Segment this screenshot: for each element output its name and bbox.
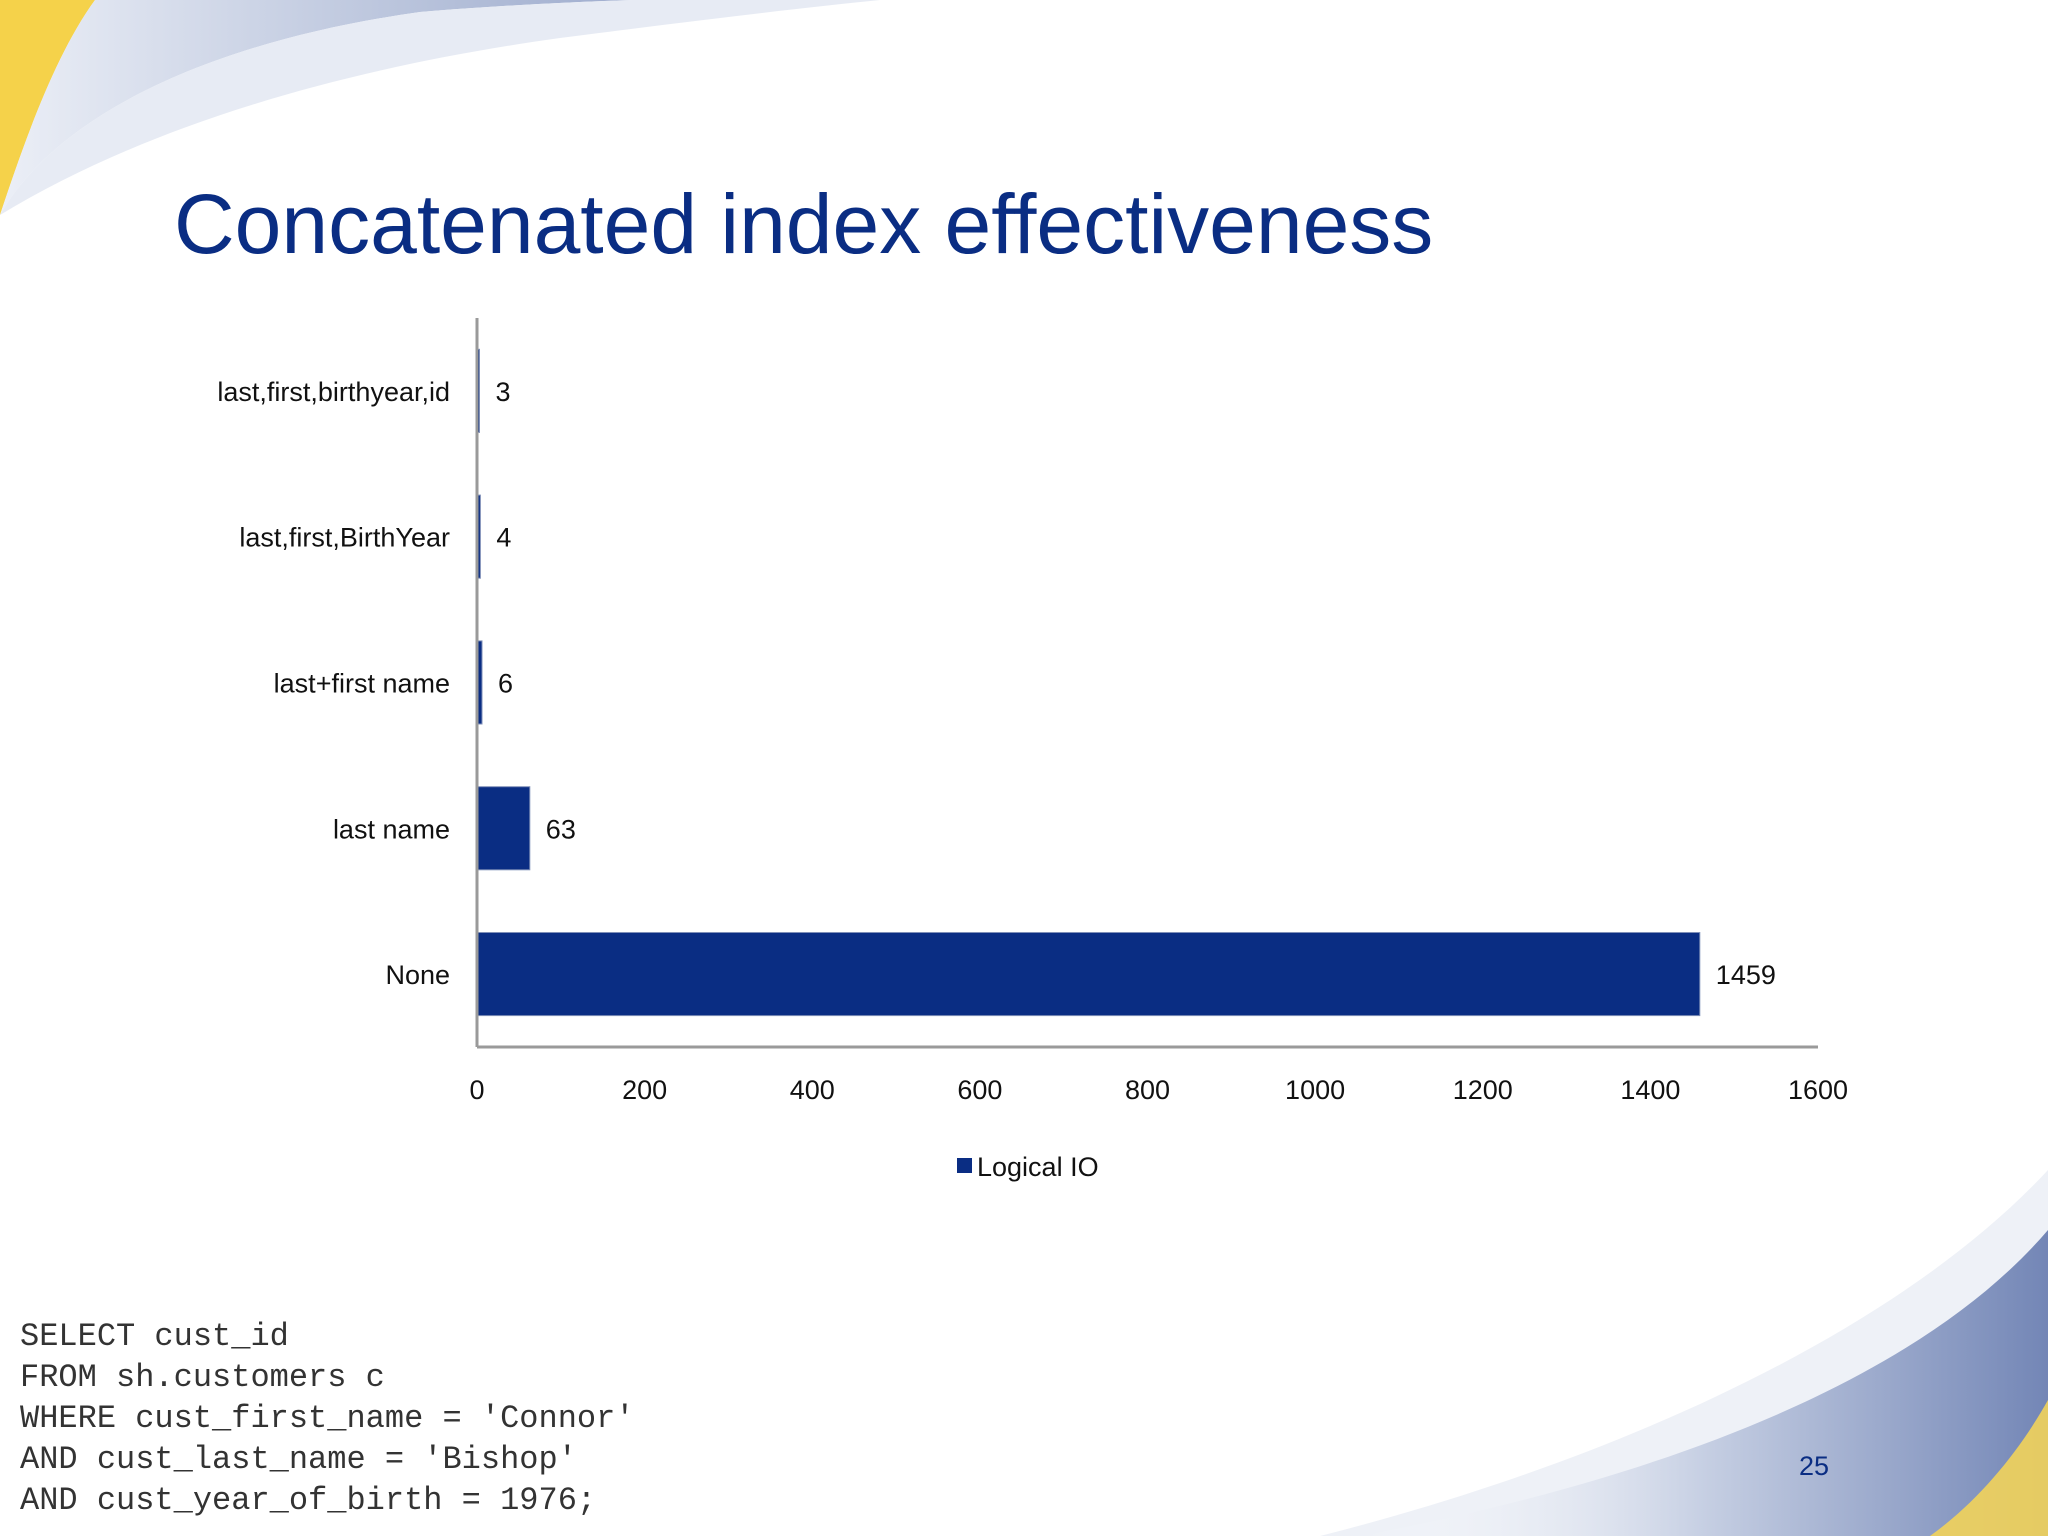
bottom-right-swoosh-blue [1360,1230,2048,1536]
slide-title: Concatenated index effectiveness [174,177,1434,271]
sql-line: SELECT cust_id [20,1318,289,1355]
x-tick-label: 1200 [1453,1075,1513,1105]
legend: Logical IO [957,1152,1099,1182]
data-label: 1459 [1716,960,1776,990]
x-tick-label: 1000 [1285,1075,1345,1105]
category-label: last,first,BirthYear [239,523,450,553]
data-label: 63 [546,814,576,844]
bottom-right-swoosh-yellow [1930,1400,2048,1536]
legend-label: Logical IO [977,1152,1099,1182]
sql-code-block: SELECT cust_id FROM sh.customers c WHERE… [20,1316,635,1521]
bar [476,932,1701,1017]
category-label: last+first name [274,669,450,699]
bar [476,786,531,871]
category-label: last,first,birthyear,id [217,377,450,407]
x-tick-label: 1400 [1620,1075,1680,1105]
category-label: last name [333,814,450,844]
sql-line: WHERE cust_first_name = 'Connor' [20,1400,635,1437]
page-number: 25 [1799,1451,1830,1481]
x-tick-label: 400 [790,1075,835,1105]
top-left-swoosh-yellow [0,0,95,215]
value-labels: 3 4 6 63 1459 [496,377,1776,990]
top-left-swoosh-light [0,0,880,215]
sql-line: FROM sh.customers c [20,1359,385,1396]
top-left-swoosh-blue [0,0,880,215]
x-tick-label: 800 [1125,1075,1170,1105]
x-tick-label: 600 [957,1075,1002,1105]
data-label: 6 [498,669,513,699]
data-label: 4 [496,523,511,553]
legend-swatch [957,1158,972,1173]
x-tick-label: 1600 [1788,1075,1848,1105]
data-label: 3 [496,377,511,407]
category-labels: last,first,birthyear,id last,first,BirthY… [217,377,450,990]
x-tick-label: 0 [469,1075,484,1105]
sql-line: AND cust_year_of_birth = 1976; [20,1482,597,1519]
x-tick-labels: 0 200 400 600 800 1000 1200 1400 1600 [469,1075,1848,1105]
category-label: None [385,960,450,990]
sql-line: AND cust_last_name = 'Bishop' [20,1441,577,1478]
x-tick-label: 200 [622,1075,667,1105]
bars-group [476,348,1701,1017]
